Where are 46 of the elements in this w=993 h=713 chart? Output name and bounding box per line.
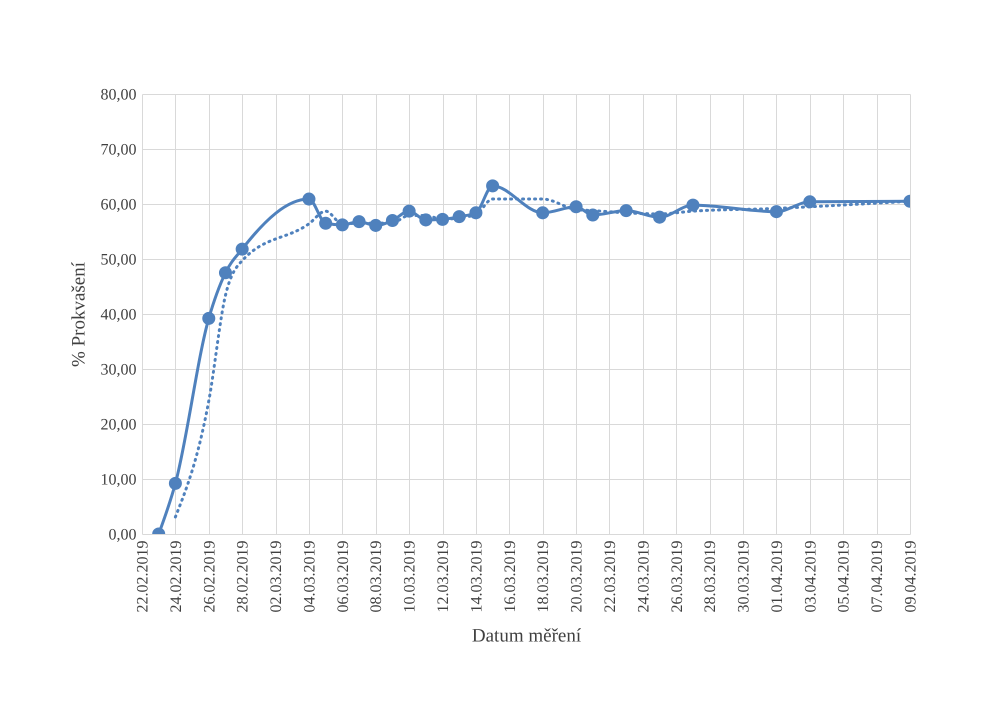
y-tick-label: 10,00 bbox=[100, 472, 136, 488]
x-tick-label: 14.03.2019 bbox=[468, 540, 486, 612]
point bbox=[168, 476, 182, 490]
point bbox=[536, 206, 550, 220]
point bbox=[803, 195, 816, 208]
y-axis-title: % Prokvašení bbox=[68, 261, 90, 368]
point bbox=[218, 266, 232, 280]
x-tick-label: 24.03.2019 bbox=[635, 540, 652, 612]
x-tick-label: 24.02.2019 bbox=[168, 540, 185, 612]
y-tick-label: 50,00 bbox=[100, 252, 136, 268]
x-tick-label: 28.03.2019 bbox=[702, 540, 720, 612]
x-tick-label: 20.03.2019 bbox=[568, 540, 586, 612]
x-tick-label: 30.03.2019 bbox=[736, 540, 753, 612]
x-tick-label: 03.04.2019 bbox=[802, 540, 820, 612]
point bbox=[686, 198, 700, 212]
point bbox=[202, 312, 216, 325]
point bbox=[319, 216, 332, 230]
x-tick-label: 05.04.2019 bbox=[836, 540, 853, 612]
x-tick-label: 07.04.2019 bbox=[869, 540, 886, 612]
y-tick-label: 80,00 bbox=[100, 86, 136, 104]
x-tick-label: 18.03.2019 bbox=[535, 540, 552, 612]
y-tick-label: 70,00 bbox=[100, 142, 136, 158]
y-tick-label: 60,00 bbox=[100, 196, 136, 214]
y-tick-label: 0,00 bbox=[108, 526, 136, 544]
x-tick-label: 04.03.2019 bbox=[301, 540, 318, 612]
point bbox=[486, 179, 500, 192]
x-tick-label: 08.03.2019 bbox=[368, 540, 386, 612]
x-tick-label: 22.03.2019 bbox=[602, 540, 619, 612]
x-tick-label: 02.03.2019 bbox=[268, 540, 286, 612]
x-tick-label: 06.03.2019 bbox=[334, 540, 352, 612]
y-tick-label: 20,00 bbox=[100, 416, 136, 434]
x-tick-label: 16.03.2019 bbox=[502, 540, 519, 612]
x-tick-label: 12.03.2019 bbox=[435, 540, 452, 612]
point bbox=[236, 242, 249, 256]
x-axis-title: Datum měření bbox=[472, 626, 582, 646]
point bbox=[302, 192, 316, 206]
x-tick-label: 01.04.2019 bbox=[768, 540, 786, 612]
point bbox=[402, 204, 416, 218]
x-tick-label: 09.04.2019 bbox=[902, 540, 920, 612]
x-tick-label: 26.02.2019 bbox=[201, 540, 218, 612]
y-tick-label: 40,00 bbox=[100, 306, 136, 324]
x-tick-label: 10.03.2019 bbox=[402, 540, 419, 612]
x-tick-label: 28.02.2019 bbox=[234, 540, 252, 612]
y-tick-label: 30,00 bbox=[100, 362, 136, 378]
x-tick-label: 26.03.2019 bbox=[668, 540, 686, 612]
x-tick-label: 22.02.2019 bbox=[134, 540, 152, 612]
